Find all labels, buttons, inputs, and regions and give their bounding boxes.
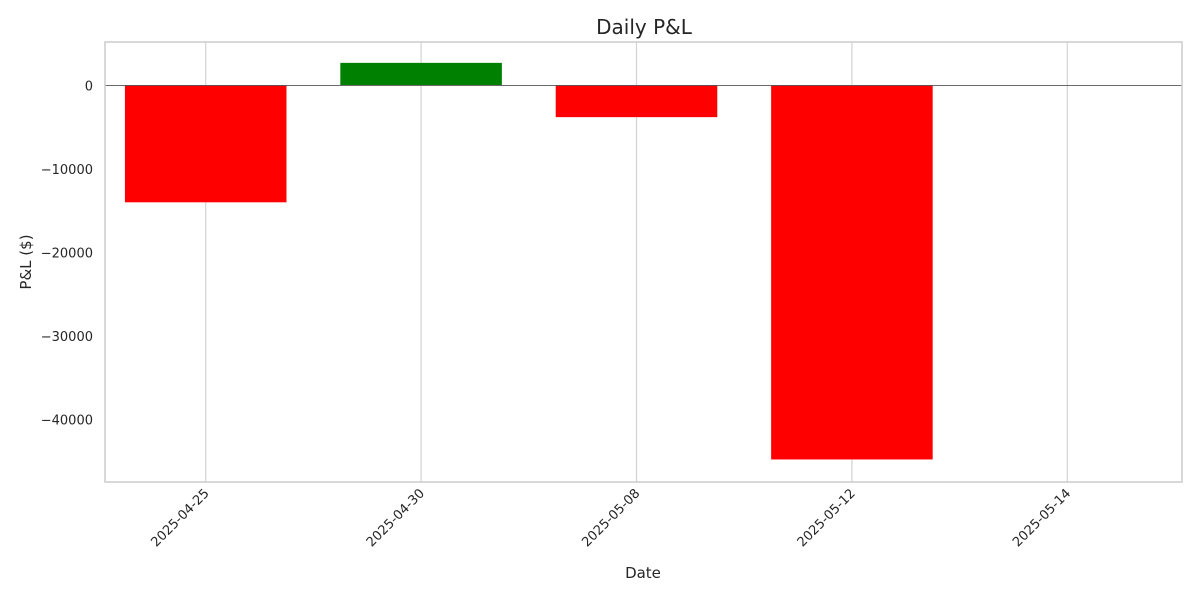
plot-frame <box>104 41 1183 483</box>
y-tick-label: −30000 <box>41 330 93 345</box>
y-tick-label: −20000 <box>41 246 93 261</box>
y-tick-labels: 0 −10000 −20000 −30000 −40000 <box>41 79 93 428</box>
x-tick-label: 2025-04-30 <box>364 486 428 550</box>
bar-2025-04-25 <box>124 85 287 203</box>
bars <box>124 62 933 460</box>
bar-2025-05-08 <box>555 85 718 118</box>
plot-frame-group <box>104 41 1183 483</box>
y-axis-label: P&L ($) <box>17 234 35 289</box>
x-tick-label: 2025-05-14 <box>1010 486 1074 550</box>
x-tick-label: 2025-04-25 <box>148 486 212 550</box>
bar-2025-05-12 <box>771 85 933 460</box>
x-tick-label: 2025-05-08 <box>579 486 643 550</box>
x-tick-labels: 2025-04-25 2025-04-30 2025-05-08 2025-05-12… <box>148 486 1074 550</box>
x-axis-label: Date <box>625 564 661 582</box>
y-tick-label: −40000 <box>41 413 93 428</box>
y-tick-label: −10000 <box>41 163 93 178</box>
y-tick-label: 0 <box>85 79 93 94</box>
bar-2025-04-30 <box>340 62 502 86</box>
chart-title: Daily P&L <box>596 15 693 39</box>
x-tick-label: 2025-05-12 <box>795 486 859 550</box>
